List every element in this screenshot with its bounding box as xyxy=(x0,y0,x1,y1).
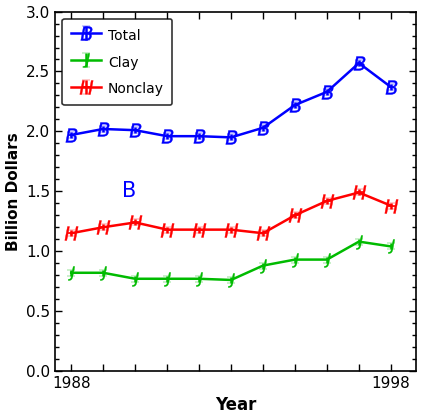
Text: B: B xyxy=(122,181,136,201)
Legend: Total, Clay, Nonclay: Total, Clay, Nonclay xyxy=(62,18,172,105)
Y-axis label: Billion Dollars: Billion Dollars xyxy=(5,132,21,251)
X-axis label: Year: Year xyxy=(215,396,257,415)
